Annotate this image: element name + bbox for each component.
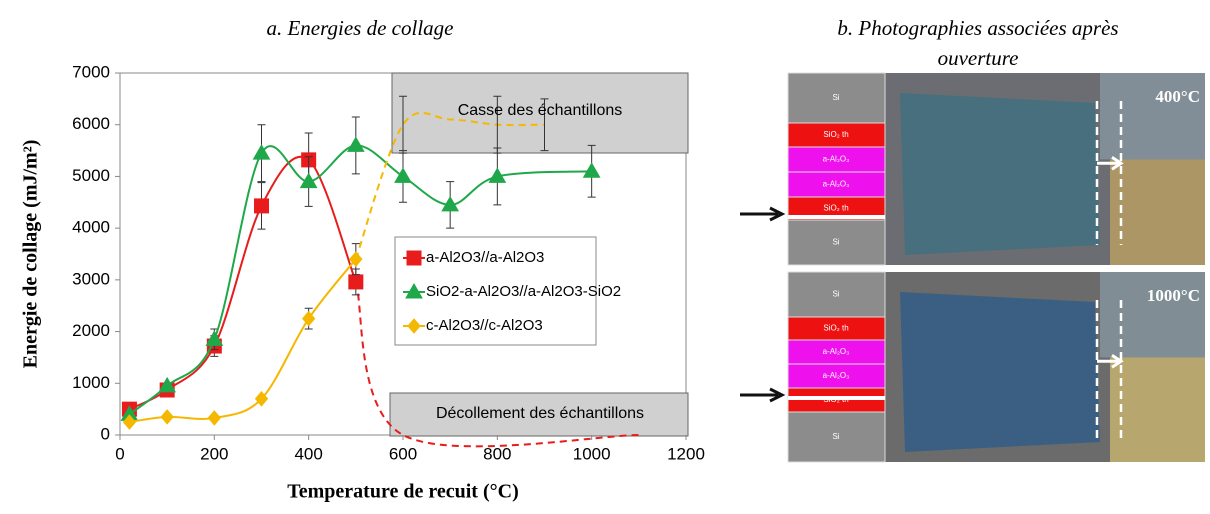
arrow xyxy=(1097,354,1124,369)
marker xyxy=(254,198,269,214)
photos-title: ouverture xyxy=(938,46,1019,70)
x-tick-label: 600 xyxy=(389,444,417,463)
x-tick-label: 800 xyxy=(483,444,511,463)
dashed-lines xyxy=(1095,101,1123,245)
layer xyxy=(787,72,886,124)
photos-title: b. Photographies associées après xyxy=(837,16,1118,40)
layer xyxy=(787,271,886,318)
layer xyxy=(787,339,886,365)
photo-region xyxy=(1100,272,1205,358)
marker xyxy=(252,144,271,160)
marker xyxy=(441,195,460,212)
error-bar xyxy=(399,95,407,154)
layer-label: SiO₂ th xyxy=(823,204,848,213)
legend-label: SiO2-a-Al2O3//a-Al2O3-SiO2 xyxy=(426,283,621,300)
marker xyxy=(299,172,318,189)
marker xyxy=(348,274,364,290)
marker xyxy=(122,414,137,430)
y-tick-label: 2000 xyxy=(72,321,110,340)
legend-marker xyxy=(405,282,423,299)
arrow xyxy=(740,206,786,222)
y-tick-label: 0 xyxy=(101,424,110,443)
marker xyxy=(394,167,412,183)
chart-title: a. Energies de collage xyxy=(266,16,453,40)
layer-label: Si xyxy=(832,93,839,102)
x-tick-label: 1200 xyxy=(667,444,705,463)
legend-marker xyxy=(406,250,422,266)
dashed-lines xyxy=(1095,300,1123,442)
marker xyxy=(207,410,221,426)
temperature-label: 1000°C xyxy=(1147,286,1200,305)
marker xyxy=(488,167,507,183)
marker xyxy=(302,310,316,327)
photo-region xyxy=(1100,73,1205,160)
layer xyxy=(787,411,886,463)
legend-label: a-Al2O3//a-Al2O3 xyxy=(426,249,544,266)
y-tick-label: 6000 xyxy=(72,114,110,133)
y-tick-label: 5000 xyxy=(72,166,110,185)
x-tick-label: 1000 xyxy=(573,444,611,463)
annotation-box xyxy=(389,392,689,437)
photo-region xyxy=(900,292,1100,452)
x-tick-label: 200 xyxy=(200,444,228,463)
marker xyxy=(160,409,174,425)
photo-region xyxy=(1110,159,1205,265)
marker xyxy=(349,251,363,267)
layer-label: Si xyxy=(832,432,839,441)
legend xyxy=(394,236,597,346)
layer xyxy=(787,171,886,198)
photos-title-line: b. Photographies associées après xyxy=(837,16,1118,40)
layer xyxy=(787,122,886,148)
marker xyxy=(254,391,269,407)
x-tick-label: 0 xyxy=(115,444,124,463)
annotation: Casse des échantillons xyxy=(458,102,623,119)
y-axis-label: Energie de collage (mJ/m²) xyxy=(20,140,42,369)
layer-label: Si xyxy=(832,290,839,299)
y-tick-label: 4000 xyxy=(72,218,110,237)
layer-label: Si xyxy=(832,238,839,247)
layer-label: a-Al₂O₃ xyxy=(823,180,850,189)
x-tick-label: 400 xyxy=(294,444,322,463)
error-bar xyxy=(493,95,502,154)
annotation-box xyxy=(391,72,689,154)
marker xyxy=(582,162,601,178)
plot-area: 0 200 400 600 800 1000 1200 0 1000 2000 3000 4000 50… xyxy=(72,62,705,463)
photos: Si SiO₂ th a-Al₂O₃ a-Al₂O₃ SiO₂ th Si 400°C Si S… xyxy=(740,72,1205,463)
series-line xyxy=(128,155,357,411)
marker xyxy=(158,376,177,393)
temperature-label: 400°C xyxy=(1155,87,1200,106)
y-tick-label: 3000 xyxy=(72,269,110,288)
y-tick-label: 7000 xyxy=(72,62,110,81)
arrow xyxy=(1097,155,1124,171)
arrow xyxy=(740,387,786,403)
layer xyxy=(787,146,886,173)
photo-region xyxy=(1110,357,1205,462)
layer-label: a-Al₂O₃ xyxy=(823,371,850,380)
error-bar xyxy=(540,98,549,152)
legend-label: c-Al2O3//c-Al2O3 xyxy=(426,317,543,334)
marker xyxy=(346,136,365,152)
legend-marker xyxy=(407,318,421,334)
layer xyxy=(787,363,886,389)
layer-label: a-Al₂O₃ xyxy=(823,155,850,164)
layer-label: SiO₂ th xyxy=(823,130,848,139)
y-tick-label: 1000 xyxy=(72,373,110,392)
annotation: Décollement des échantillons xyxy=(436,405,644,422)
layer-label: SiO₂ th xyxy=(823,324,848,333)
series-line xyxy=(128,144,592,416)
layer xyxy=(787,219,886,266)
series-line xyxy=(129,258,357,424)
layer-label: a-Al₂O₃ xyxy=(823,347,850,356)
x-axis-label: Temperature de recuit (°C) xyxy=(287,481,518,503)
marker xyxy=(205,330,224,346)
extension-line xyxy=(354,111,545,260)
photo-region xyxy=(900,93,1100,255)
photos-title-line: ouverture xyxy=(938,46,1019,70)
